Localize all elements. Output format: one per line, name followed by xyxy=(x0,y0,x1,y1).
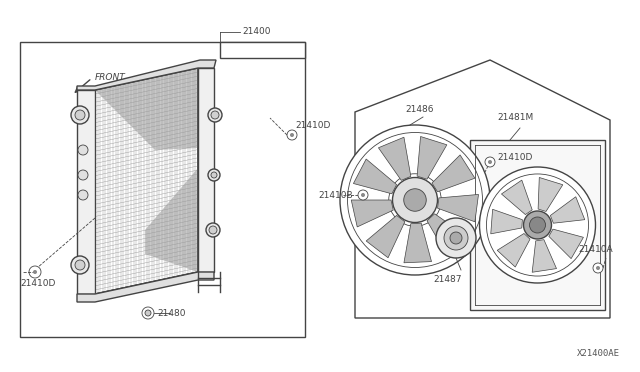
Polygon shape xyxy=(366,215,405,258)
Text: 21410A: 21410A xyxy=(579,246,613,254)
Circle shape xyxy=(348,132,483,267)
Text: 21410D: 21410D xyxy=(20,279,56,288)
Circle shape xyxy=(488,160,492,164)
Polygon shape xyxy=(353,159,397,194)
Polygon shape xyxy=(502,180,532,215)
Circle shape xyxy=(145,310,151,316)
Polygon shape xyxy=(378,137,411,180)
Circle shape xyxy=(33,270,37,274)
Polygon shape xyxy=(491,209,522,234)
Circle shape xyxy=(524,211,552,239)
Circle shape xyxy=(596,266,600,270)
Polygon shape xyxy=(95,68,198,150)
Circle shape xyxy=(71,256,89,274)
Polygon shape xyxy=(549,229,584,259)
Circle shape xyxy=(290,133,294,137)
Bar xyxy=(470,140,605,310)
Text: 21481M: 21481M xyxy=(497,113,533,122)
Circle shape xyxy=(479,167,595,283)
Polygon shape xyxy=(538,177,563,211)
Text: 21410D: 21410D xyxy=(295,121,330,129)
Polygon shape xyxy=(77,90,95,294)
Polygon shape xyxy=(220,42,305,58)
Circle shape xyxy=(75,110,85,120)
Polygon shape xyxy=(355,60,610,318)
Circle shape xyxy=(78,145,88,155)
Text: X21400AE: X21400AE xyxy=(577,349,620,358)
Circle shape xyxy=(450,232,462,244)
Polygon shape xyxy=(77,60,216,90)
Circle shape xyxy=(340,125,490,275)
Circle shape xyxy=(78,170,88,180)
Circle shape xyxy=(593,263,603,273)
Polygon shape xyxy=(532,240,557,272)
Text: 21480: 21480 xyxy=(157,308,186,317)
Polygon shape xyxy=(417,137,447,179)
Circle shape xyxy=(142,307,154,319)
Circle shape xyxy=(71,106,89,124)
Bar xyxy=(20,42,305,337)
Circle shape xyxy=(436,218,476,258)
Text: FRONT: FRONT xyxy=(95,73,125,81)
Circle shape xyxy=(208,108,222,122)
Circle shape xyxy=(209,226,217,234)
Polygon shape xyxy=(95,68,198,294)
Polygon shape xyxy=(198,68,214,272)
Circle shape xyxy=(392,177,438,222)
Polygon shape xyxy=(432,155,475,192)
Polygon shape xyxy=(427,214,467,255)
Polygon shape xyxy=(550,197,585,223)
Circle shape xyxy=(361,193,365,197)
Circle shape xyxy=(388,174,441,226)
Circle shape xyxy=(358,190,368,200)
Circle shape xyxy=(208,169,220,181)
Polygon shape xyxy=(351,200,393,227)
Circle shape xyxy=(529,217,545,233)
Circle shape xyxy=(404,189,426,211)
Circle shape xyxy=(78,190,88,200)
Circle shape xyxy=(485,157,495,167)
Text: 21410D: 21410D xyxy=(497,153,532,161)
Circle shape xyxy=(206,223,220,237)
Circle shape xyxy=(75,260,85,270)
Text: 21410B: 21410B xyxy=(318,190,353,199)
Circle shape xyxy=(287,130,297,140)
Text: 21400: 21400 xyxy=(242,28,271,36)
Text: 21486: 21486 xyxy=(406,106,435,115)
Polygon shape xyxy=(77,272,214,302)
Polygon shape xyxy=(404,223,431,263)
Text: 21487: 21487 xyxy=(434,276,462,285)
Polygon shape xyxy=(145,168,198,272)
Circle shape xyxy=(211,111,219,119)
Polygon shape xyxy=(497,234,530,267)
Circle shape xyxy=(444,226,468,250)
Circle shape xyxy=(486,174,589,276)
Circle shape xyxy=(29,266,41,278)
Polygon shape xyxy=(438,195,479,222)
Circle shape xyxy=(211,172,217,178)
